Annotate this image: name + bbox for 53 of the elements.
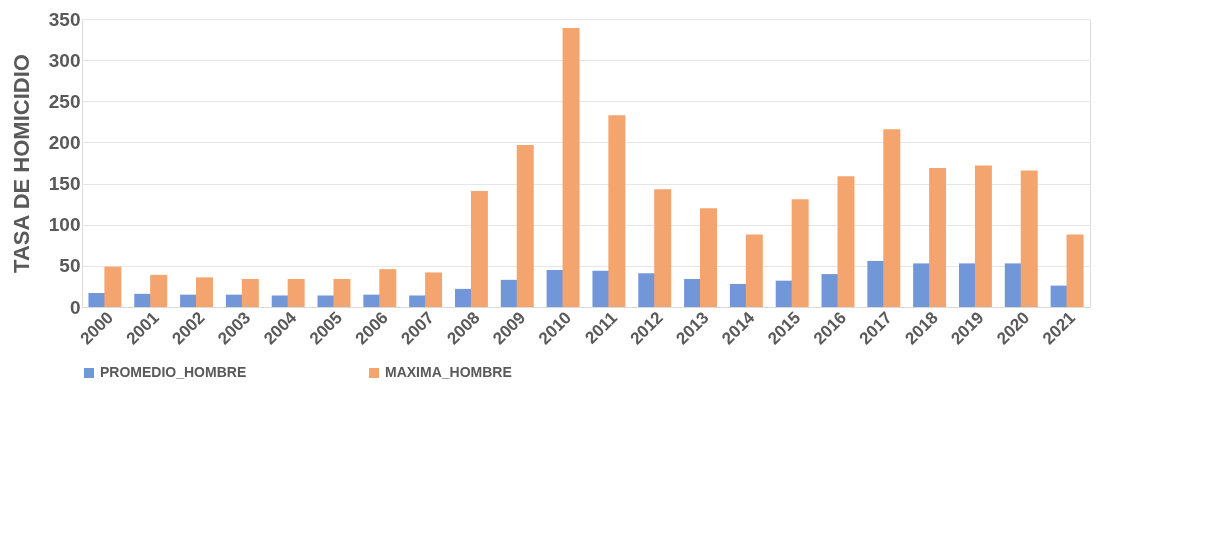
- bar: [729, 283, 747, 307]
- bar: [134, 293, 152, 307]
- legend-label: MAXIMA_HOMBRE: [385, 364, 512, 380]
- bar: [974, 165, 992, 307]
- bar: [409, 295, 427, 307]
- bar: [150, 274, 168, 307]
- bar: [271, 295, 289, 307]
- bar: [196, 277, 214, 307]
- bar: [546, 269, 564, 307]
- bar: [379, 269, 397, 307]
- bar: [516, 144, 534, 307]
- bar: [791, 199, 809, 307]
- y-tick-label: 0: [69, 296, 81, 318]
- bar: [454, 288, 472, 307]
- bar: [700, 208, 718, 307]
- bar: [333, 279, 351, 307]
- bar: [913, 263, 931, 307]
- y-tick-label: 150: [48, 173, 81, 195]
- bar: [562, 28, 580, 307]
- bar: [958, 263, 976, 307]
- bar: [500, 279, 518, 307]
- y-tick-label: 350: [48, 8, 81, 30]
- bar: [241, 279, 259, 307]
- bar: [883, 129, 901, 307]
- bar: [1066, 234, 1084, 307]
- bar: [929, 167, 947, 307]
- bar: [470, 190, 488, 307]
- bar: [867, 260, 885, 307]
- y-tick-label: 250: [48, 90, 81, 112]
- legend-label: PROMEDIO_HOMBRE: [100, 364, 247, 380]
- bar: [225, 294, 243, 307]
- bar: [88, 293, 106, 307]
- bar: [684, 279, 702, 307]
- bar: [104, 266, 122, 307]
- bar: [775, 280, 793, 307]
- y-axis-title: TASA DE HOMICIDIO: [8, 54, 34, 273]
- y-tick-label: 50: [59, 255, 81, 277]
- bar: [608, 115, 626, 307]
- bar: [837, 176, 855, 307]
- bar: [592, 270, 610, 307]
- bar: [180, 294, 198, 307]
- bar: [745, 234, 763, 307]
- bar: [425, 272, 443, 307]
- bar: [638, 273, 656, 307]
- bar: [363, 294, 381, 307]
- bar: [1004, 263, 1022, 307]
- y-tick-label: 100: [48, 214, 81, 236]
- bar: [1050, 285, 1068, 307]
- bar: [1020, 170, 1038, 307]
- y-tick-label: 200: [48, 131, 81, 153]
- bar: [654, 189, 672, 307]
- y-tick-label: 300: [48, 49, 81, 71]
- bar: [287, 279, 305, 307]
